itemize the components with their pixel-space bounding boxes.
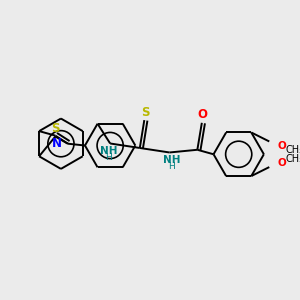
Text: N: N xyxy=(52,137,62,150)
Text: H: H xyxy=(168,162,175,171)
Text: O: O xyxy=(278,141,286,151)
Text: O: O xyxy=(278,158,286,168)
Text: CH₃: CH₃ xyxy=(285,154,300,164)
Text: S: S xyxy=(141,106,149,118)
Text: NH: NH xyxy=(163,155,180,165)
Text: S: S xyxy=(51,122,60,135)
Text: NH: NH xyxy=(100,146,117,156)
Text: CH₃: CH₃ xyxy=(285,145,300,154)
Text: O: O xyxy=(198,108,208,121)
Text: H: H xyxy=(105,153,112,162)
